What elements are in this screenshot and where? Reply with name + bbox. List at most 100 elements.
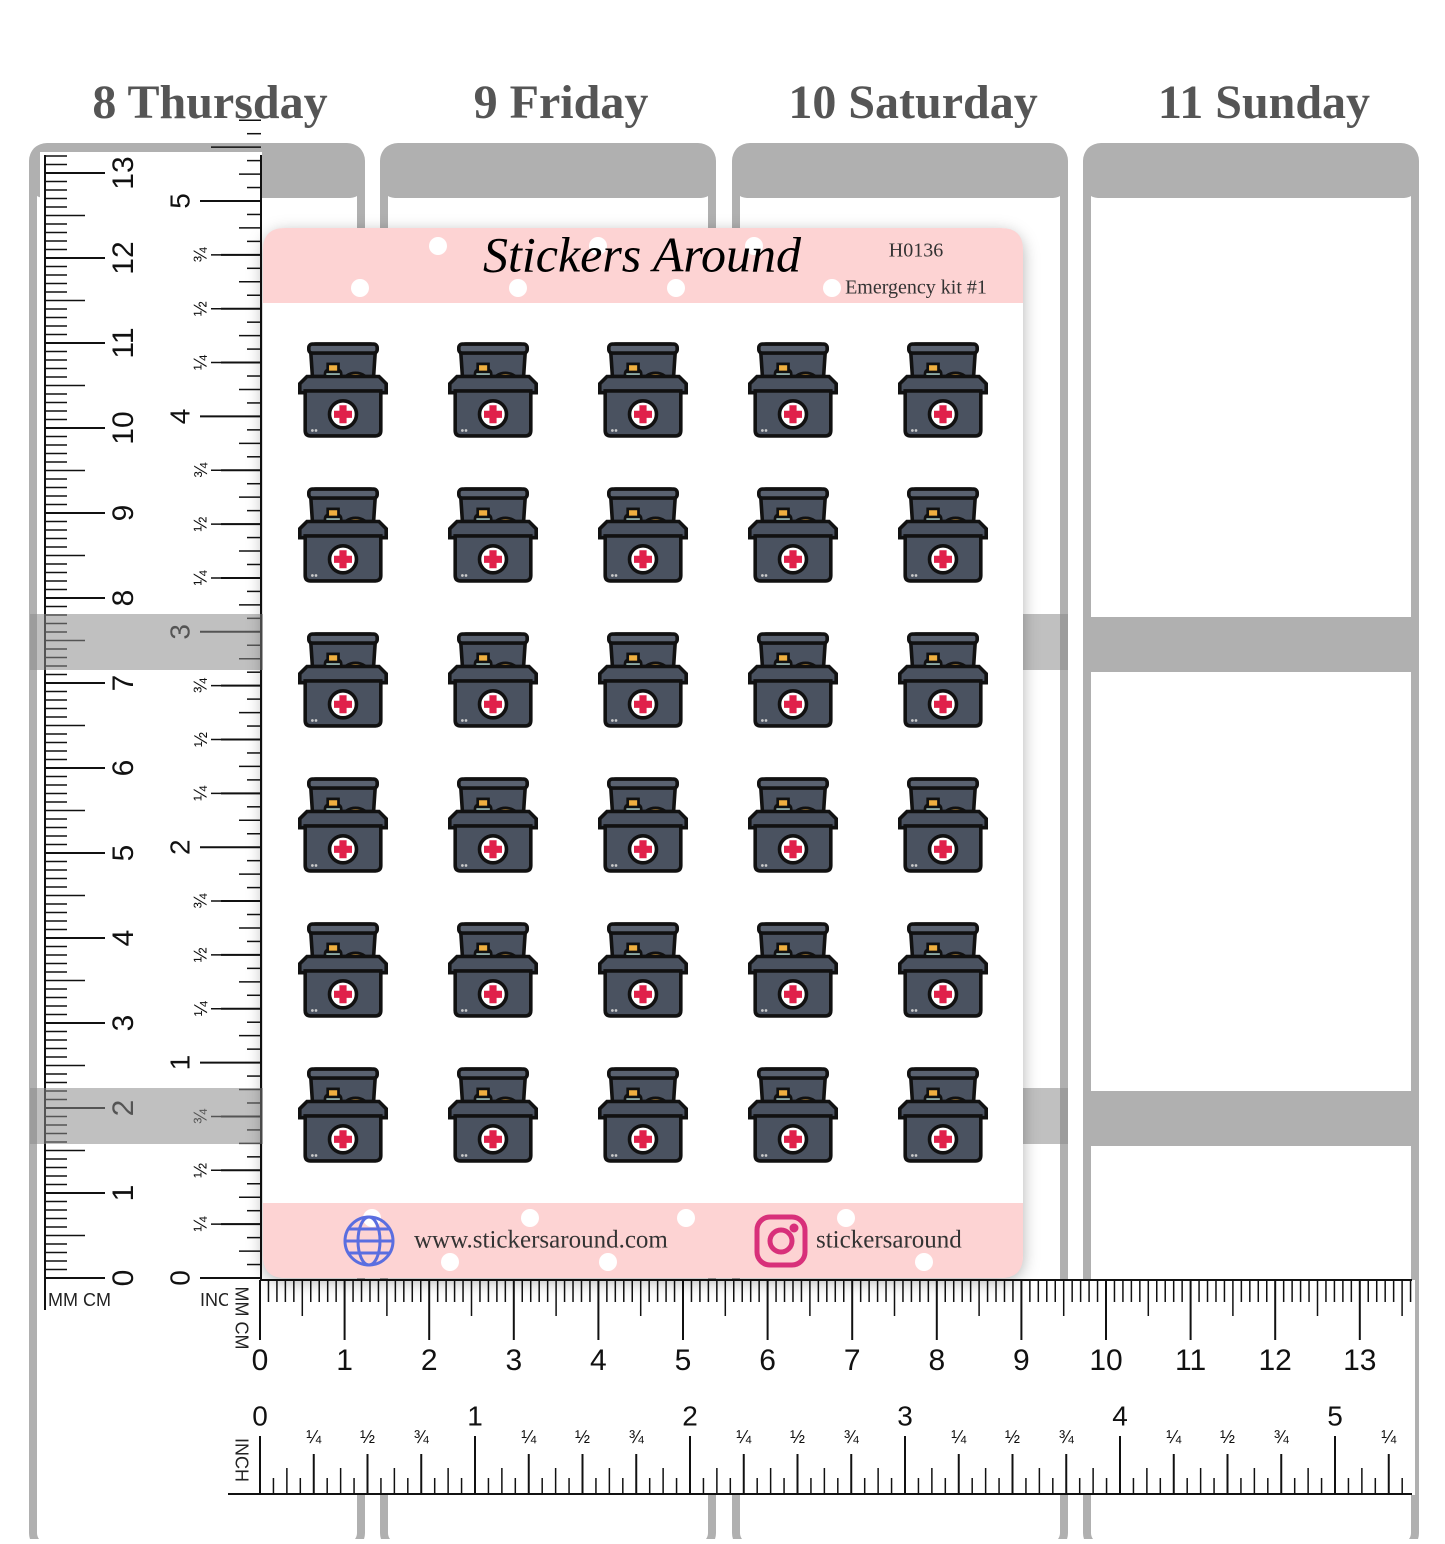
inch-label: ½ — [191, 517, 211, 532]
sticker — [898, 487, 988, 583]
sticker — [448, 487, 538, 583]
sheet-title: Stickers Around — [483, 226, 802, 282]
sticker — [748, 632, 838, 728]
sheet-code: H0136 — [889, 240, 943, 262]
cm-label: 13 — [1343, 1344, 1376, 1377]
cm-label: 11 — [1175, 1344, 1206, 1377]
cm-label: 1 — [107, 1185, 140, 1202]
inch-label: ¼ — [1381, 1427, 1397, 1447]
inch-label: ¾ — [191, 677, 211, 693]
inch-label: 3 — [897, 1400, 913, 1431]
inch-label: ¾ — [1274, 1427, 1290, 1447]
sticker — [598, 632, 688, 728]
inch-label: ¼ — [191, 1000, 211, 1016]
sticker-sheet: Stickers Around H0136 Emergency kit #1 w… — [263, 226, 1023, 1278]
sticker — [748, 777, 838, 873]
inch-label: ¼ — [736, 1427, 752, 1447]
inch-label: ¼ — [1166, 1427, 1182, 1447]
cm-label: 6 — [759, 1344, 776, 1377]
sticker — [448, 777, 538, 873]
sticker — [298, 922, 388, 1018]
cm-label: 7 — [107, 675, 140, 692]
cm-label: 12 — [1259, 1344, 1292, 1377]
cm-label: 13 — [107, 156, 140, 189]
sheet-name: Emergency kit #1 — [845, 277, 987, 299]
column-divider — [1084, 1091, 1418, 1146]
inch-label: 2 — [682, 1400, 698, 1431]
inch-label: ½ — [790, 1427, 805, 1447]
unit-label: INCH — [231, 1438, 251, 1482]
inch-label: 1 — [467, 1400, 483, 1431]
inch-label: ¾ — [1059, 1427, 1075, 1447]
day-column-header — [733, 144, 1067, 198]
cm-label: 9 — [1013, 1344, 1030, 1377]
cm-label: 4 — [107, 930, 140, 947]
inch-label: ½ — [191, 732, 211, 747]
sticker — [898, 922, 988, 1018]
cm-label: 10 — [107, 411, 140, 444]
sticker — [748, 487, 838, 583]
cm-label: 6 — [107, 760, 140, 777]
inch-label: ¼ — [521, 1427, 537, 1447]
inch-label: ¾ — [629, 1427, 645, 1447]
inch-label: ½ — [191, 301, 211, 316]
day-header: 9 Friday — [474, 76, 649, 129]
sticker — [448, 922, 538, 1018]
inch-label: ¾ — [844, 1427, 860, 1447]
sticker — [298, 777, 388, 873]
day-header: 10 Saturday — [788, 76, 1037, 129]
cm-label: 9 — [107, 505, 140, 522]
inch-label: 5 — [1327, 1400, 1343, 1431]
day-column-header — [1084, 144, 1418, 198]
inch-label: ¼ — [191, 785, 211, 801]
cm-label: 8 — [928, 1344, 945, 1377]
inch-label: ½ — [191, 1163, 211, 1178]
inch-label: ¼ — [191, 1216, 211, 1232]
globe-icon — [343, 1215, 395, 1267]
sticker — [898, 632, 988, 728]
column-divider — [1084, 617, 1418, 672]
inch-label: ¼ — [191, 569, 211, 585]
inch-label: ¼ — [306, 1427, 322, 1447]
inch-label: ¾ — [191, 893, 211, 909]
sticker — [448, 1067, 538, 1163]
sticker — [598, 1067, 688, 1163]
cm-label: 0 — [252, 1344, 269, 1377]
cm-label: 4 — [590, 1344, 607, 1377]
sticker — [298, 487, 388, 583]
inch-label: ½ — [1005, 1427, 1020, 1447]
inch-label: ¾ — [191, 462, 211, 478]
sticker — [748, 342, 838, 438]
cm-label: 0 — [107, 1270, 140, 1287]
sticker — [448, 632, 538, 728]
inch-label: ½ — [191, 947, 211, 962]
inch-label: ¾ — [414, 1427, 430, 1447]
inch-label: 0 — [164, 1270, 195, 1286]
inch-label: 5 — [164, 193, 195, 209]
inch-label: 4 — [1112, 1400, 1128, 1431]
inch-label: ¼ — [951, 1427, 967, 1447]
cm-label: 2 — [421, 1344, 438, 1377]
sticker — [898, 1067, 988, 1163]
website: www.stickersaround.com — [414, 1227, 668, 1254]
cm-label: 7 — [844, 1344, 861, 1377]
cm-label: 5 — [107, 845, 140, 862]
inch-label: ½ — [575, 1427, 590, 1447]
inch-label: 2 — [164, 839, 195, 855]
unit-label: MM CM — [48, 1290, 111, 1310]
inch-label: 1 — [164, 1055, 195, 1071]
sticker — [748, 922, 838, 1018]
ruler — [228, 1280, 1415, 1495]
inch-label: ¾ — [191, 246, 211, 262]
cm-label: 3 — [505, 1344, 522, 1377]
cm-label: 5 — [675, 1344, 692, 1377]
sticker — [898, 342, 988, 438]
day-column-header — [381, 144, 715, 198]
sticker — [898, 777, 988, 873]
sticker — [598, 777, 688, 873]
cm-label: 10 — [1089, 1344, 1122, 1377]
cm-label: 8 — [107, 590, 140, 607]
sticker — [748, 1067, 838, 1163]
sticker — [298, 632, 388, 728]
cm-label: 1 — [336, 1344, 353, 1377]
